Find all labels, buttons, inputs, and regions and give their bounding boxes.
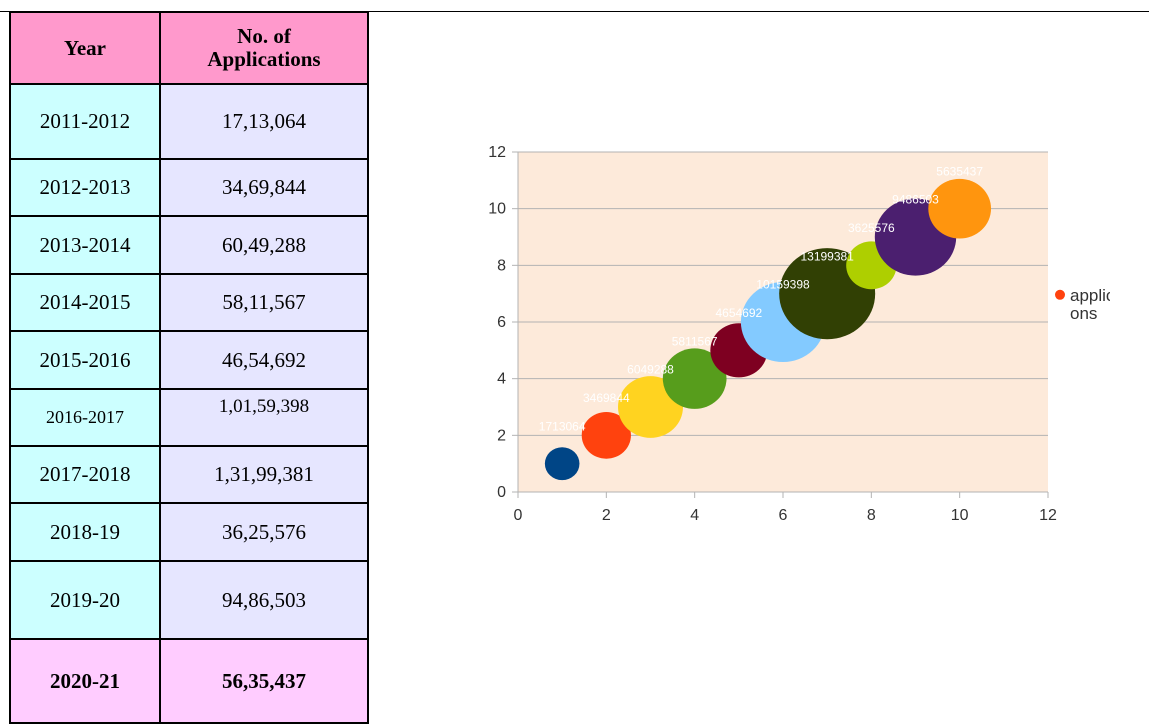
x-tick-label: 10	[951, 507, 969, 524]
data-label: 9486503	[892, 193, 939, 207]
header-year: Year	[9, 11, 161, 85]
value-cell: 1,01,59,398	[159, 388, 369, 447]
legend-label-line2: ons	[1070, 304, 1097, 323]
value-cell: 17,13,064	[159, 83, 369, 160]
x-tick-label: 0	[514, 507, 523, 524]
legend-label-line1: applicati	[1070, 286, 1110, 305]
y-tick-label: 10	[488, 201, 506, 218]
year-cell: 2013-2014	[9, 215, 161, 275]
data-label: 4654692	[715, 306, 762, 320]
bubble	[581, 411, 631, 459]
x-tick-label: 6	[779, 507, 788, 524]
table-row: 2016-2017 1,01,59,398	[9, 388, 369, 447]
table-row: 2012-2013 34,69,844	[9, 158, 369, 217]
table-row: 2014-2015 58,11,567	[9, 273, 369, 332]
y-tick-label: 2	[497, 427, 506, 444]
year-cell: 2011-2012	[9, 83, 161, 160]
year-cell: 2019-20	[9, 560, 161, 640]
year-cell: 2020-21	[9, 638, 161, 724]
x-tick-label: 4	[690, 507, 699, 524]
table-row: 2015-2016 46,54,692	[9, 330, 369, 390]
y-tick-label: 12	[488, 144, 506, 161]
bubble	[928, 178, 992, 239]
bubble	[662, 348, 727, 409]
y-tick-label: 8	[497, 257, 506, 274]
header-applications: No. of Applications	[159, 11, 369, 85]
chart-data-labels: 1713064 3469844 6049288 5811567 4654692 10159…	[539, 164, 984, 433]
data-label: 13199381	[800, 249, 854, 263]
chart-bubbles	[544, 178, 992, 481]
table-row: 2011-2012 17,13,064	[9, 83, 369, 160]
value-cell: 56,35,437	[159, 638, 369, 724]
value-cell: 34,69,844	[159, 158, 369, 217]
applications-table: Year No. of Applications 2011-2012 17,13…	[9, 11, 369, 724]
top-border-line	[0, 11, 1149, 12]
table-row: 2017-2018 1,31,99,381	[9, 445, 369, 504]
value-cell: 58,11,567	[159, 273, 369, 332]
table-row: 2019-20 94,86,503	[9, 560, 369, 640]
table-row: 2018-19 36,25,576	[9, 502, 369, 562]
bubble-chart: 0 2 4 6 8 10 12 0 2 4 6 8 10 12 1713064 3469844 6049288…	[488, 144, 1110, 524]
data-label: 3625576	[848, 221, 895, 235]
year-cell: 2016-2017	[9, 388, 161, 447]
data-label: 5635437	[936, 164, 983, 178]
legend-marker	[1055, 289, 1065, 300]
year-cell: 2014-2015	[9, 273, 161, 332]
x-tick-label: 2	[602, 507, 611, 524]
y-tick-label: 4	[497, 371, 506, 388]
year-cell: 2017-2018	[9, 445, 161, 504]
value-cell: 60,49,288	[159, 215, 369, 275]
x-tick-label: 12	[1039, 507, 1057, 524]
header-applications-line2: Applications	[207, 47, 321, 71]
chart-legend: applicati ons	[1055, 286, 1110, 323]
bubble	[544, 447, 580, 481]
data-label: 6049288	[627, 363, 674, 377]
value-cell: 36,25,576	[159, 502, 369, 562]
year-cell: 2018-19	[9, 502, 161, 562]
table-row-total: 2020-21 56,35,437	[9, 638, 369, 724]
data-label: 3469844	[583, 391, 630, 405]
chart-axes: 0 2 4 6 8 10 12 0 2 4 6 8 10 12	[488, 144, 1057, 524]
y-tick-label: 0	[497, 484, 506, 501]
data-label: 1713064	[539, 419, 586, 433]
table-header-row: Year No. of Applications	[9, 11, 369, 85]
value-cell: 46,54,692	[159, 330, 369, 390]
year-cell: 2012-2013	[9, 158, 161, 217]
value-cell: 94,86,503	[159, 560, 369, 640]
data-label: 10159398	[756, 278, 810, 292]
data-label: 5811567	[672, 334, 718, 348]
table-row: 2013-2014 60,49,288	[9, 215, 369, 275]
year-cell: 2015-2016	[9, 330, 161, 390]
value-cell: 1,31,99,381	[159, 445, 369, 504]
x-tick-label: 8	[867, 507, 876, 524]
y-tick-label: 6	[497, 314, 506, 331]
header-applications-line1: No. of	[237, 24, 291, 48]
